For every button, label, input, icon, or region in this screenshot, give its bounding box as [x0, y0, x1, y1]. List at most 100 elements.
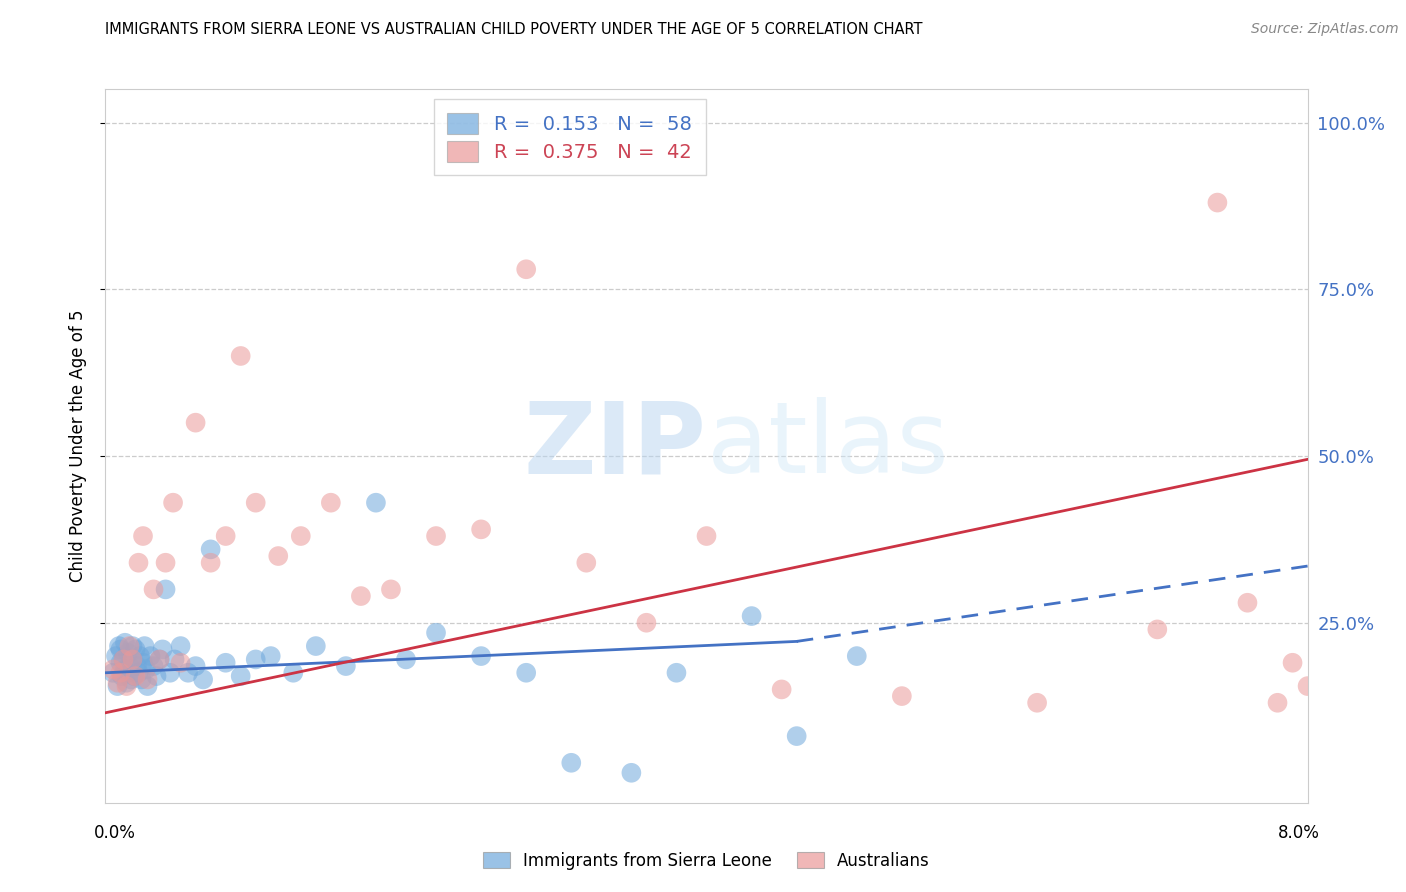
Point	[229, 669, 252, 683]
Point	[142, 659, 165, 673]
Text: Source: ZipAtlas.com: Source: ZipAtlas.com	[1251, 22, 1399, 37]
Point	[145, 669, 167, 683]
Point	[1296, 679, 1319, 693]
Point	[129, 649, 152, 664]
Point	[200, 556, 222, 570]
Point	[134, 639, 156, 653]
Point	[425, 529, 447, 543]
Point	[350, 589, 373, 603]
Point	[1146, 623, 1168, 637]
Point	[159, 665, 181, 680]
Point	[118, 659, 141, 673]
Point	[229, 349, 252, 363]
Point	[845, 649, 868, 664]
Point	[267, 549, 290, 563]
Point	[121, 652, 143, 666]
Point	[1026, 696, 1049, 710]
Point	[107, 675, 129, 690]
Point	[1281, 656, 1303, 670]
Point	[214, 529, 236, 543]
Point	[115, 679, 138, 693]
Text: ZIP: ZIP	[523, 398, 707, 494]
Point	[107, 679, 129, 693]
Point	[110, 656, 132, 670]
Legend: Immigrants from Sierra Leone, Australians: Immigrants from Sierra Leone, Australian…	[477, 846, 936, 877]
Point	[142, 582, 165, 597]
Point	[191, 673, 214, 687]
Point	[184, 659, 207, 673]
Point	[245, 652, 267, 666]
Point	[162, 496, 184, 510]
Point	[125, 659, 148, 673]
Point	[260, 649, 283, 664]
Y-axis label: Child Poverty Under the Age of 5: Child Poverty Under the Age of 5	[69, 310, 87, 582]
Point	[1267, 696, 1289, 710]
Text: 0.0%: 0.0%	[94, 824, 136, 842]
Point	[380, 582, 402, 597]
Point	[1206, 195, 1229, 210]
Point	[741, 609, 763, 624]
Point	[319, 496, 342, 510]
Point	[148, 652, 170, 666]
Point	[128, 665, 150, 680]
Point	[620, 765, 643, 780]
Point	[290, 529, 312, 543]
Point	[1236, 596, 1258, 610]
Point	[121, 639, 143, 653]
Point	[136, 673, 159, 687]
Point	[121, 652, 143, 666]
Point	[101, 662, 124, 676]
Text: IMMIGRANTS FROM SIERRA LEONE VS AUSTRALIAN CHILD POVERTY UNDER THE AGE OF 5 CORR: IMMIGRANTS FROM SIERRA LEONE VS AUSTRALI…	[105, 22, 922, 37]
Point	[110, 665, 132, 680]
Point	[124, 642, 146, 657]
Point	[104, 649, 127, 664]
Point	[122, 669, 145, 683]
Point	[112, 652, 135, 666]
Point	[111, 669, 134, 683]
Point	[665, 665, 688, 680]
Point	[132, 656, 155, 670]
Point	[364, 496, 387, 510]
Point	[136, 679, 159, 693]
Point	[177, 665, 200, 680]
Point	[163, 652, 186, 666]
Point	[696, 529, 718, 543]
Point	[155, 582, 177, 597]
Point	[131, 673, 153, 687]
Point	[114, 636, 136, 650]
Point	[283, 665, 305, 680]
Point	[118, 639, 141, 653]
Point	[395, 652, 418, 666]
Point	[115, 675, 138, 690]
Point	[184, 416, 207, 430]
Point	[560, 756, 582, 770]
Point	[515, 665, 537, 680]
Point	[139, 649, 162, 664]
Point	[112, 652, 135, 666]
Point	[636, 615, 658, 630]
Point	[152, 642, 174, 657]
Point	[169, 656, 191, 670]
Point	[132, 529, 155, 543]
Point	[335, 659, 357, 673]
Point	[148, 652, 170, 666]
Point	[110, 642, 132, 657]
Point	[470, 649, 492, 664]
Point	[890, 689, 912, 703]
Point	[101, 665, 124, 680]
Point	[575, 556, 598, 570]
Point	[117, 665, 139, 680]
Point	[770, 682, 793, 697]
Point	[425, 625, 447, 640]
Point	[128, 556, 150, 570]
Point	[515, 262, 537, 277]
Point	[200, 542, 222, 557]
Point	[214, 656, 236, 670]
Point	[786, 729, 808, 743]
Point	[120, 673, 142, 687]
Point	[1312, 689, 1334, 703]
Point	[155, 556, 177, 570]
Point	[135, 662, 157, 676]
Text: atlas: atlas	[707, 398, 948, 494]
Point	[114, 662, 136, 676]
